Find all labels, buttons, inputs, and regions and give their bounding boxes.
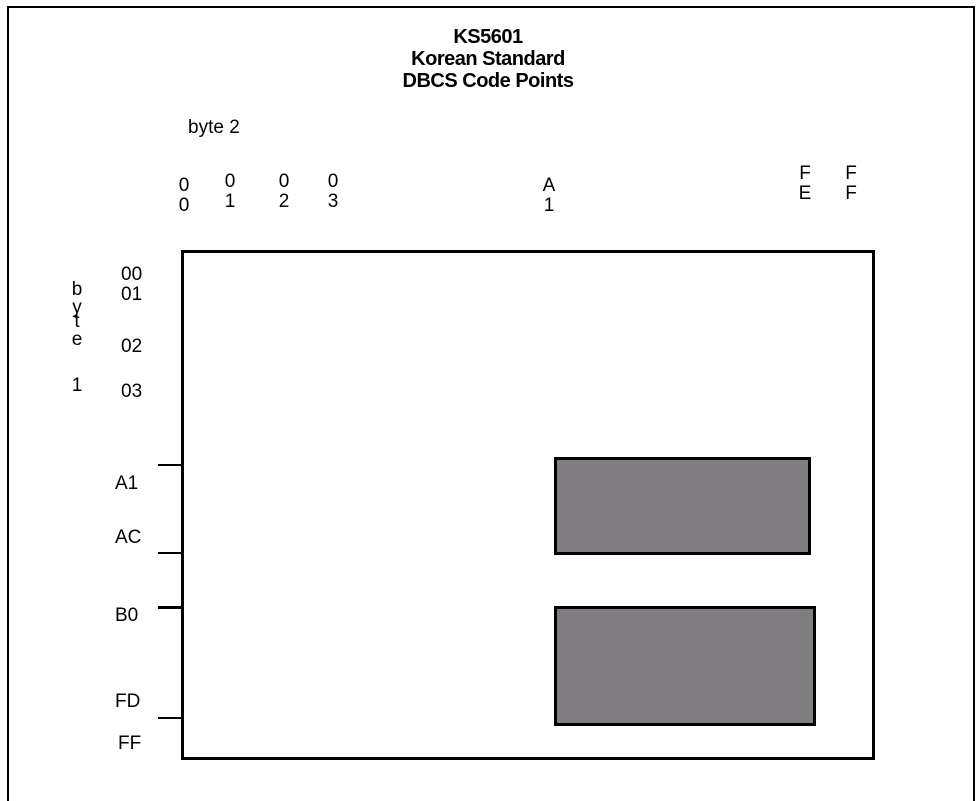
row-label-ac: AC [115, 527, 142, 548]
title-line-3: DBCS Code Points [402, 70, 574, 92]
diagram-frame [7, 6, 975, 801]
row-label-a1: A1 [115, 473, 139, 494]
row-label-b0: B0 [115, 605, 139, 626]
tick-a1 [158, 464, 182, 466]
title-line-2: Korean Standard [411, 48, 565, 70]
row-label-ff: FF [118, 733, 142, 754]
row-label-03: 03 [121, 381, 143, 402]
code-point-grid [181, 250, 875, 760]
tick-b0 [158, 606, 182, 609]
row-label-fd: FD [115, 691, 141, 712]
row-label-02: 02 [121, 336, 143, 357]
tick-fd [158, 717, 182, 719]
tick-ac [158, 552, 182, 554]
title-line-1: KS5601 [453, 26, 523, 48]
byte2-axis-label: byte 2 [188, 117, 240, 138]
row-label-00: 00 [121, 264, 143, 285]
byte1-axis-label: b y t e 1 [71, 279, 83, 396]
row-label-01: 01 [121, 284, 143, 305]
region-b0-fd [554, 606, 816, 726]
region-a1-ac [554, 457, 811, 555]
